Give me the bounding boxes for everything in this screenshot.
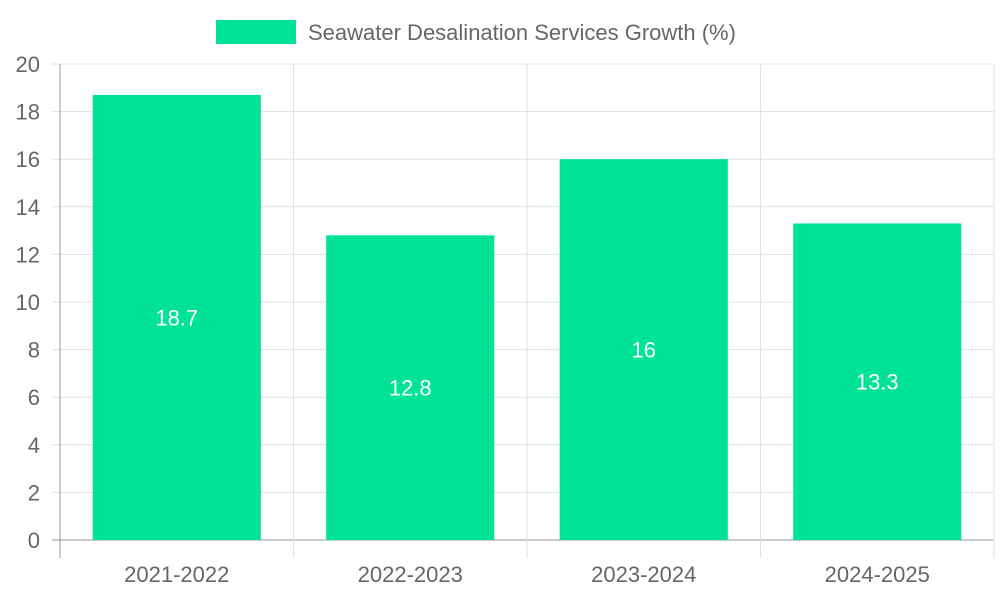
bar-2024-2025[interactable] (793, 223, 962, 540)
x-tick-label: 2024-2025 (825, 562, 930, 587)
y-tick-label: 6 (28, 385, 40, 410)
x-tick-label: 2022-2023 (358, 562, 463, 587)
y-tick-label: 12 (16, 242, 40, 267)
data-label: 16 (632, 338, 656, 363)
y-tick-label: 14 (16, 195, 40, 220)
y-tick-label: 2 (28, 480, 40, 505)
y-tick-label: 10 (16, 290, 40, 315)
data-label: 18.7 (155, 305, 198, 330)
y-tick-label: 18 (16, 100, 40, 125)
bar-2022-2023[interactable] (326, 235, 495, 541)
legend-label: Seawater Desalination Services Growth (%… (308, 20, 736, 45)
y-tick-label: 20 (16, 52, 40, 77)
y-tick-label: 0 (28, 528, 40, 553)
data-label: 12.8 (389, 376, 432, 401)
legend-swatch (216, 20, 296, 44)
x-tick-label: 2023-2024 (591, 562, 696, 587)
bar-2021-2022[interactable] (92, 94, 261, 540)
legend[interactable]: Seawater Desalination Services Growth (%… (216, 20, 736, 45)
bars (92, 94, 962, 541)
axes: 0 2 4 6 8 10 12 14 16 18 20 2021-2022 2022-2023 2023-… (16, 52, 930, 587)
data-labels: 18.7 12.8 16 13.3 (155, 305, 898, 400)
bar-2023-2024[interactable] (559, 159, 728, 540)
x-tick-label: 2021-2022 (124, 562, 229, 587)
y-tick-label: 4 (28, 433, 40, 458)
y-tick-label: 8 (28, 338, 40, 363)
data-label: 13.3 (856, 370, 899, 395)
y-tick-label: 16 (16, 147, 40, 172)
